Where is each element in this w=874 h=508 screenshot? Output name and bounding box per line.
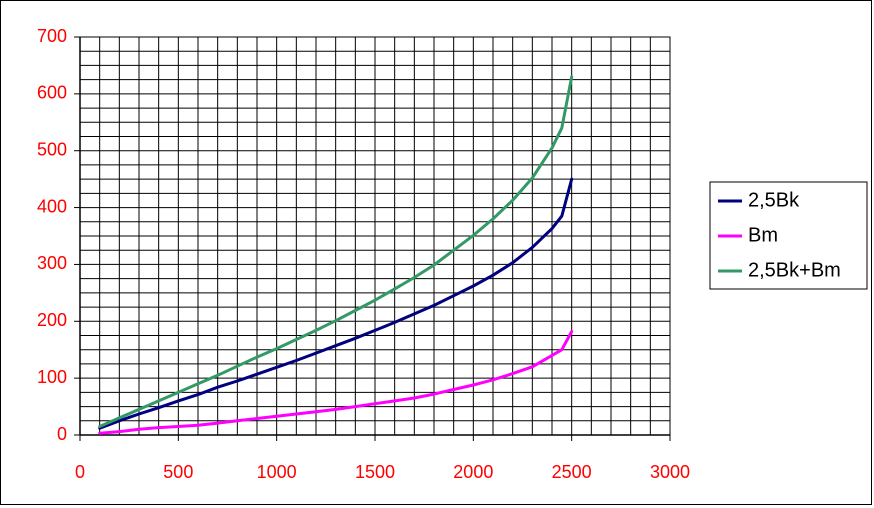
x-tick-label: 2000 (453, 462, 493, 482)
x-tick-label: 3000 (650, 462, 690, 482)
y-tick-label: 400 (37, 196, 67, 216)
tick-labels: 0 100 200 300 400 500 600 700 0 500 1000 1500 2000 25… (37, 26, 690, 482)
y-tick-label: 200 (37, 310, 67, 330)
series-line-2 (98, 330, 574, 435)
grid (80, 37, 670, 435)
x-tick-label: 500 (163, 462, 193, 482)
axes (74, 36, 671, 441)
x-tick-label: 0 (75, 462, 85, 482)
series-line-3 (98, 75, 574, 428)
legend-label: 2,5Bk+Bm (748, 259, 841, 281)
series-lines (98, 75, 574, 435)
series-line-1 (98, 177, 574, 430)
legend-label: 2,5Bk (748, 189, 800, 211)
x-tick-label: 2500 (552, 462, 592, 482)
y-tick-label: 600 (37, 83, 67, 103)
y-tick-label: 0 (57, 424, 67, 444)
legend-label: Bm (748, 224, 778, 246)
x-tick-label: 1500 (355, 462, 395, 482)
x-tick-label: 1000 (257, 462, 297, 482)
y-tick-label: 300 (37, 253, 67, 273)
y-tick-label: 100 (37, 367, 67, 387)
y-tick-label: 700 (37, 26, 67, 46)
y-tick-label: 500 (37, 139, 67, 159)
legend: 2,5Bk Bm 2,5Bk+Bm (709, 181, 868, 290)
